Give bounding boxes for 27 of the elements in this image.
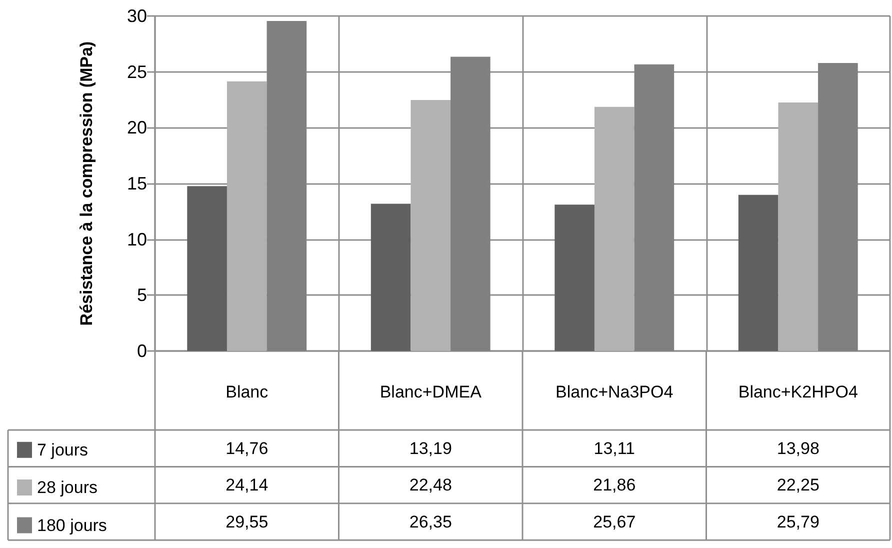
- y-tick-label: 15: [126, 174, 147, 194]
- x-tick-label: Blanc: [226, 382, 269, 402]
- x-tick-label: Blanc+K2HPO4: [738, 382, 858, 402]
- data-label: 25,67: [593, 512, 636, 532]
- legend-label: 28 jours: [37, 478, 98, 498]
- data-label: 29,55: [226, 512, 268, 532]
- data-label: 14,76: [226, 438, 268, 458]
- y-tick-label: 0: [136, 341, 147, 361]
- y-tick-label: 10: [126, 229, 147, 250]
- data-label: 22,25: [776, 476, 820, 495]
- y-axis-title: Résistance à la compression (MPa): [77, 41, 96, 326]
- y-tick-label: 20: [126, 118, 147, 138]
- y-tick-label: 5: [136, 285, 147, 306]
- legend-label: 180 jours: [37, 516, 107, 535]
- x-tick-label: Blanc+DMEA: [380, 382, 482, 402]
- data-label: 25,79: [776, 512, 820, 532]
- legend-label: 7 jours: [37, 440, 88, 460]
- data-label: 13,98: [776, 438, 820, 458]
- data-label: 13,19: [409, 438, 452, 458]
- data-label: 21,86: [593, 476, 636, 495]
- y-tick-label: 30: [126, 6, 147, 26]
- x-tick-label: Blanc+Na3PO4: [556, 382, 674, 402]
- data-label: 13,11: [594, 438, 636, 458]
- data-label: 26,35: [409, 512, 452, 532]
- data-label: 22,48: [409, 476, 452, 495]
- data-label: 24,14: [226, 476, 268, 495]
- y-tick-label: 25: [126, 62, 147, 82]
